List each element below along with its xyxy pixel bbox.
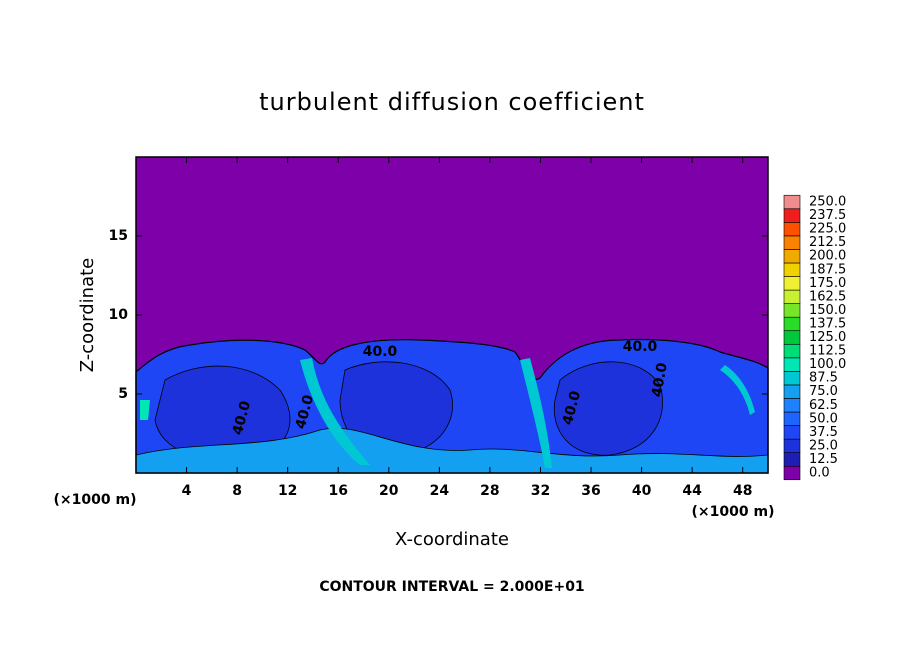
- colorbar-label: 100.0: [809, 357, 846, 372]
- colorbar-box: [783, 208, 801, 223]
- colorbar-label: 212.5: [809, 235, 846, 250]
- y-tick-label: 10: [109, 307, 129, 323]
- colorbar-box: [783, 452, 801, 467]
- field-streak: [720, 365, 755, 415]
- x-tick-label: 28: [480, 483, 499, 499]
- colorbar-box: [783, 235, 801, 250]
- y-tick-label: 5: [118, 386, 128, 402]
- x-tick-label: 16: [328, 483, 347, 499]
- x-tick-label: 40: [632, 483, 652, 499]
- colorbar-label: 187.5: [809, 262, 846, 277]
- colorbar-box: [783, 371, 801, 386]
- colorbar-box: [783, 276, 801, 291]
- colorbar-label: 62.5: [809, 398, 838, 413]
- colorbar-box: [783, 438, 801, 453]
- colorbar-label: 37.5: [809, 425, 838, 440]
- colorbar-box: [783, 330, 801, 345]
- colorbar-box: [783, 465, 801, 481]
- contour-label: 40.0: [363, 344, 398, 360]
- colorbar-label: 25.0: [809, 438, 838, 453]
- x-tick-label: 12: [278, 483, 297, 499]
- x-tick-label: 20: [379, 483, 399, 499]
- colorbar-label: 200.0: [809, 249, 846, 264]
- field: [135, 157, 769, 474]
- contour-label: 40.0: [649, 361, 671, 398]
- colorbar-label: 50.0: [809, 411, 838, 426]
- x-tick-label: 48: [733, 483, 752, 499]
- colorbar-label: 125.0: [809, 330, 846, 345]
- field-streak: [140, 400, 150, 420]
- colorbar-label: 137.5: [809, 316, 846, 331]
- x-tick-label: 4: [182, 483, 192, 499]
- colorbar-label: 0.0: [809, 466, 830, 481]
- contour-label: 40.0: [623, 339, 658, 355]
- colorbar-label: 12.5: [809, 452, 838, 467]
- chart-title: turbulent diffusion coefficient: [259, 88, 645, 116]
- field-region: [553, 361, 663, 456]
- field-region: [135, 427, 769, 474]
- colorbar-box: [783, 425, 801, 440]
- colorbar-box: [783, 357, 801, 372]
- colorbar-label: 112.5: [809, 344, 846, 359]
- x-tick-label: 36: [581, 483, 600, 499]
- colorbar-label: 162.5: [809, 289, 846, 304]
- colorbar-label: 250.0: [809, 195, 846, 210]
- x-tick-label: 32: [531, 483, 550, 499]
- colorbar-box: [783, 249, 801, 264]
- x-unit-label: (×1000 m): [692, 504, 775, 520]
- colorbar-box: [783, 194, 801, 210]
- y-axis-label: Z-coordinate: [77, 258, 98, 373]
- colorbar-label: 87.5: [809, 371, 838, 386]
- colorbar-label: 225.0: [809, 222, 846, 237]
- footer: CONTOUR INTERVAL = 2.000E+01: [319, 579, 584, 595]
- colorbar-box: [783, 262, 801, 277]
- colorbar-box: [783, 316, 801, 332]
- colorbar-box: [783, 303, 801, 318]
- colorbar-box: [783, 398, 801, 413]
- colorbar-box: [783, 411, 801, 426]
- colorbar-label: 150.0: [809, 303, 846, 318]
- colorbar-box: [783, 343, 801, 359]
- colorbar-label: 175.0: [809, 276, 846, 291]
- field-streak: [300, 358, 370, 465]
- colorbar-label: 75.0: [809, 384, 838, 399]
- field-streak: [520, 358, 552, 468]
- y-unit-label: (×1000 m): [54, 492, 137, 508]
- x-tick-label: 44: [682, 483, 702, 499]
- x-tick-label: 24: [430, 483, 450, 499]
- x-axis-label: X-coordinate: [395, 529, 509, 550]
- x-tick-label: 8: [232, 483, 242, 499]
- colorbar-box: [783, 289, 801, 304]
- colorbar-box: [783, 384, 801, 399]
- colorbar-box: [783, 222, 801, 237]
- y-tick-label: 15: [109, 228, 128, 244]
- colorbar-label: 237.5: [809, 208, 846, 223]
